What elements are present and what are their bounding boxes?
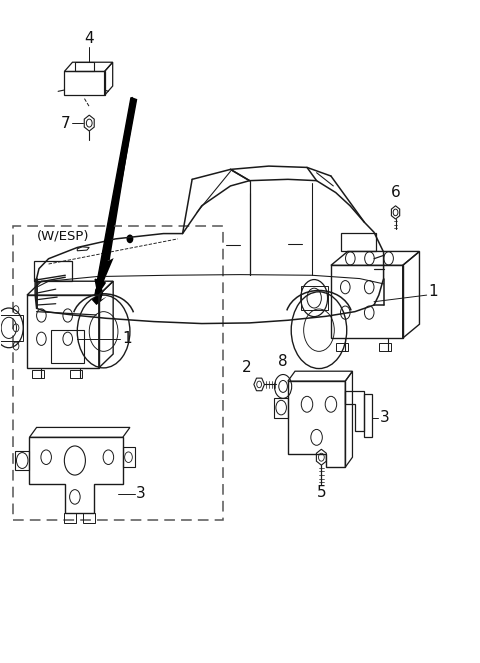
Bar [32,370,44,378]
Bar [64,513,76,523]
Text: 1: 1 [123,332,132,346]
Bar [84,513,95,523]
Text: 1: 1 [428,284,438,299]
Polygon shape [92,290,107,305]
Bar [12,225,223,520]
Bar [27,295,99,368]
Text: 5: 5 [316,485,326,501]
Text: 8: 8 [278,354,288,369]
Bar [64,72,105,95]
Bar [301,286,327,310]
Text: 2: 2 [242,361,252,375]
Bar [70,370,82,378]
Bar [51,330,84,363]
Text: 3: 3 [136,486,146,501]
Text: 3: 3 [380,410,389,425]
Bar [75,62,94,72]
Bar [340,233,376,251]
FancyArrow shape [95,97,136,294]
Bar [379,343,391,351]
Polygon shape [104,97,136,262]
Bar [336,343,348,351]
Text: (W/ESP): (W/ESP) [36,229,89,242]
Text: 7: 7 [60,115,70,131]
Polygon shape [94,258,114,295]
Bar [0,315,23,341]
Circle shape [128,235,132,242]
Text: 4: 4 [84,31,94,46]
Bar [34,261,72,281]
Text: 6: 6 [391,185,400,200]
Circle shape [96,288,102,296]
Bar [331,265,403,338]
